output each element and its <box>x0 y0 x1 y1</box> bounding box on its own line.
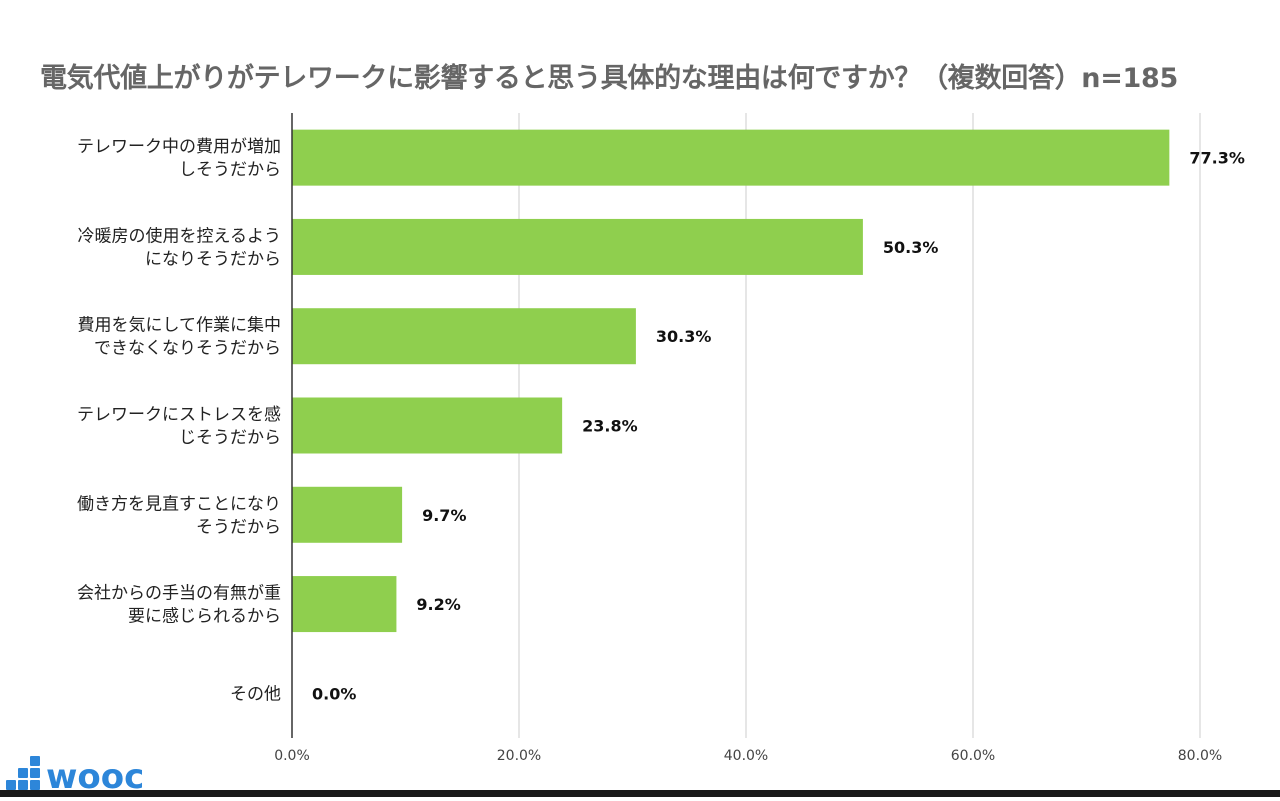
category-label: 会社からの手当の有無が重要に感じられるから <box>77 584 281 627</box>
data-label: 0.0% <box>312 684 356 703</box>
x-tick-label: 60.0% <box>951 748 995 764</box>
bar <box>292 129 1170 186</box>
value-labels: 77.3% 50.3% 30.3% 23.8% 9.7% 9.2% 0.0% <box>312 149 1245 704</box>
data-label: 30.3% <box>656 327 712 346</box>
category-label: 費用を気にして作業に集中できなくなりそうだから <box>78 316 282 359</box>
category-labels: テレワーク中の費用が増加しそうだから冷暖房の使用を控えるようになりそうだから費用… <box>77 137 281 704</box>
category-label: テレワーク中の費用が増加しそうだから <box>77 137 281 180</box>
bottom-strip <box>0 790 1280 797</box>
bar <box>292 308 636 365</box>
x-axis-ticks: 0.0% 20.0% 40.0% 60.0% 80.0% <box>274 748 1222 764</box>
x-tick-label: 80.0% <box>1178 748 1222 764</box>
data-label: 23.8% <box>582 417 638 436</box>
bar <box>292 576 397 633</box>
data-label: 9.2% <box>416 595 460 614</box>
data-label: 9.7% <box>422 506 466 525</box>
category-label: その他 <box>230 684 281 704</box>
data-label: 50.3% <box>883 238 939 257</box>
category-label: 冷暖房の使用を控えるようになりそうだから <box>78 225 282 269</box>
x-tick-label: 20.0% <box>497 748 541 764</box>
x-tick-label: 40.0% <box>724 748 768 764</box>
data-label: 77.3% <box>1189 149 1245 168</box>
gridlines <box>518 113 1201 738</box>
bar <box>292 397 563 454</box>
bar <box>292 218 863 275</box>
x-tick-label: 0.0% <box>274 748 310 764</box>
bars <box>292 129 1170 633</box>
category-label: 働き方を見直すことになりそうだから <box>77 494 281 537</box>
bar <box>292 486 403 543</box>
category-label: テレワークにストレスを感じそうだから <box>77 405 281 448</box>
chart-title: 電気代値上がりがテレワークに影響すると思う具体的な理由は何ですか？（複数回答）n… <box>40 63 1179 94</box>
